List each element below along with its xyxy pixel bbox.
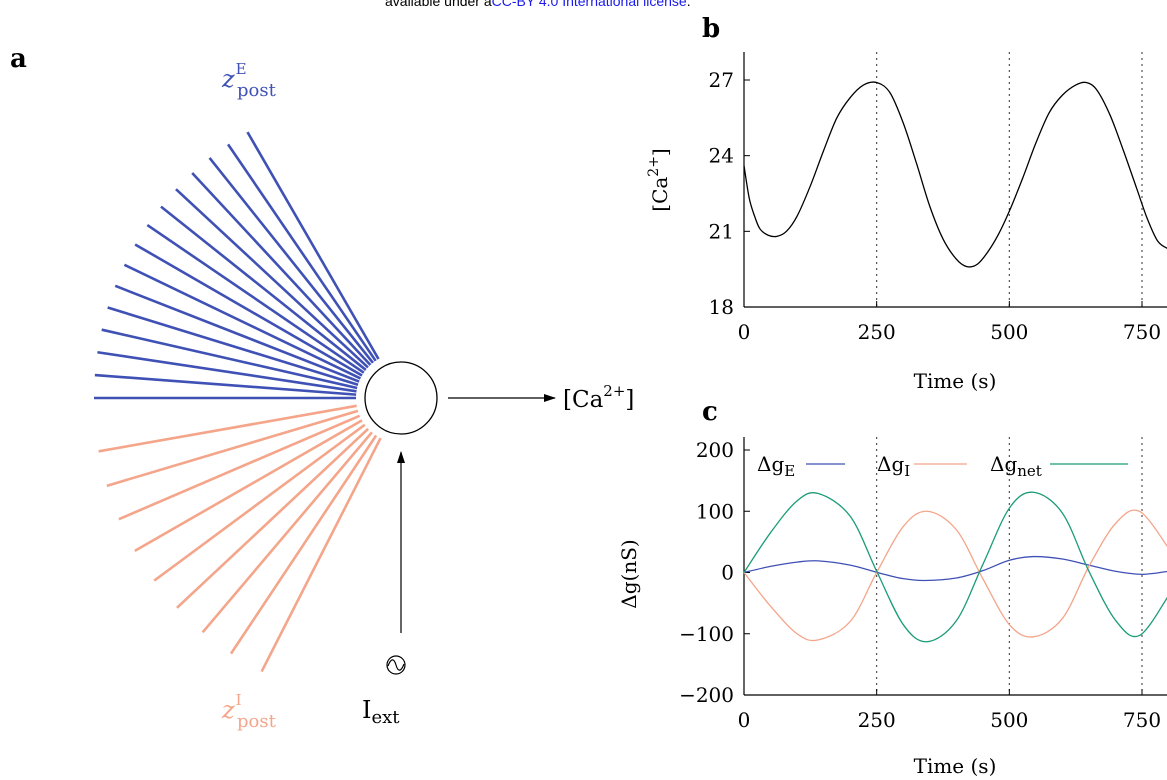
panel-b-x-ticks: 0 250 500 750 [738,301,1161,344]
y-tick-label: 200 [696,438,734,462]
panel-a: a zE post zI post [Ca2+] Iext [10,44,634,732]
legend-label-0: ΔgE [757,452,795,480]
inhibitory-synapses [98,404,382,673]
panel-b: b 0 250 500 750 18 21 24 27 Time (s) [Ca2+] [646,14,1167,393]
panel-c-x-axis-label: Time (s) [914,754,997,778]
panel-c-axes [743,437,1167,696]
panel-b-series [743,81,1167,268]
panel-b-y-ticks: 18 21 24 27 [709,68,750,319]
panel-c-legend: ΔgE ΔgI Δgnet [757,452,1128,480]
inhibitory-synapse-line [134,419,363,553]
excitatory-synapse-line [191,172,372,366]
y-tick-label: 0 [721,561,734,585]
inhibitory-synapse-line [98,404,357,453]
excitatory-synapse-line [97,350,357,393]
current-source-icon [386,655,406,675]
y-tick-label: 27 [709,68,734,92]
panel-c-y-ticks: −200 −100 0 100 200 [679,438,750,707]
license-banner: available under aCC-BY 4.0 International… [385,0,691,9]
inhibitory-synapse-line [260,437,382,673]
panel-b-y-axis-label: [Ca2+] [646,148,672,211]
y-tick-label: 21 [709,219,734,243]
excitatory-synapses [94,131,380,400]
input-label: Iext [362,696,400,728]
y-tick-label: 24 [709,144,734,168]
inhibitory-synapse-line [153,423,366,582]
panel-c-y-axis-label: Δg(nS) [617,539,641,608]
inhibitory-label: zI post [221,691,277,732]
x-tick-label: 750 [1123,708,1161,732]
neuron-soma [364,361,438,435]
panel-c-series [743,491,1167,643]
license-link[interactable]: CC-BY 4.0 International license [491,0,687,9]
x-tick-label: 500 [990,320,1028,344]
y-tick-label: 18 [709,295,734,319]
panel-b-label: b [702,14,720,44]
panel-b-reference-lines [876,52,1143,307]
excitatory-synapse-line [208,157,374,364]
x-tick-label: 250 [858,708,896,732]
output-label: [Ca2+] [563,382,634,413]
inhibitory-synapse-line [229,434,378,655]
panel-a-label: a [10,44,27,74]
panel-b-x-axis-label: Time (s) [914,369,997,393]
excitatory-synapse-line [123,263,362,380]
x-tick-label: 250 [858,320,896,344]
excitatory-synapse-line [94,373,357,396]
panel-b-axes [743,52,1167,308]
series-line-0 [743,555,1167,582]
excitatory-synapse-line [101,328,358,390]
excitatory-synapse-line [246,131,380,360]
panel-c: c 0 250 500 750 −200 −100 0 100 200 ΔgE ΔgI Δgnet… [617,397,1167,778]
banner-prefix: available under a [385,0,492,9]
x-tick-label: 0 [738,320,751,344]
excitatory-synapse-line [160,205,367,371]
y-tick-label: 100 [696,499,734,523]
excitatory-synapse-line [107,306,359,386]
y-tick-label: −200 [679,683,734,707]
excitatory-synapse-line [226,143,377,362]
excitatory-synapse-line [134,243,363,377]
excitatory-synapse-line [114,284,360,383]
inhibitory-synapse-line [118,414,361,521]
inhibitory-synapse-line [106,409,359,488]
excitatory-synapse-line [175,188,369,369]
legend-label-1: ΔgI [877,452,910,480]
x-tick-label: 0 [738,708,751,732]
series-line-2 [743,491,1167,643]
series-line-0 [743,81,1167,268]
panel-c-x-ticks: 0 250 500 750 [738,689,1161,732]
x-tick-label: 750 [1123,320,1161,344]
y-tick-label: −100 [679,622,734,646]
banner-suffix: . [686,0,691,9]
panel-c-reference-lines [876,437,1143,695]
excitatory-synapse-line [146,223,365,374]
excitatory-label: zE post [221,60,277,101]
inhibitory-synapse-line [201,431,373,634]
legend-label-2: Δgnet [990,452,1042,480]
inhibitory-synapse-line [176,427,370,609]
x-tick-label: 500 [990,708,1028,732]
series-line-1 [743,509,1167,642]
panel-c-label: c [702,397,718,427]
